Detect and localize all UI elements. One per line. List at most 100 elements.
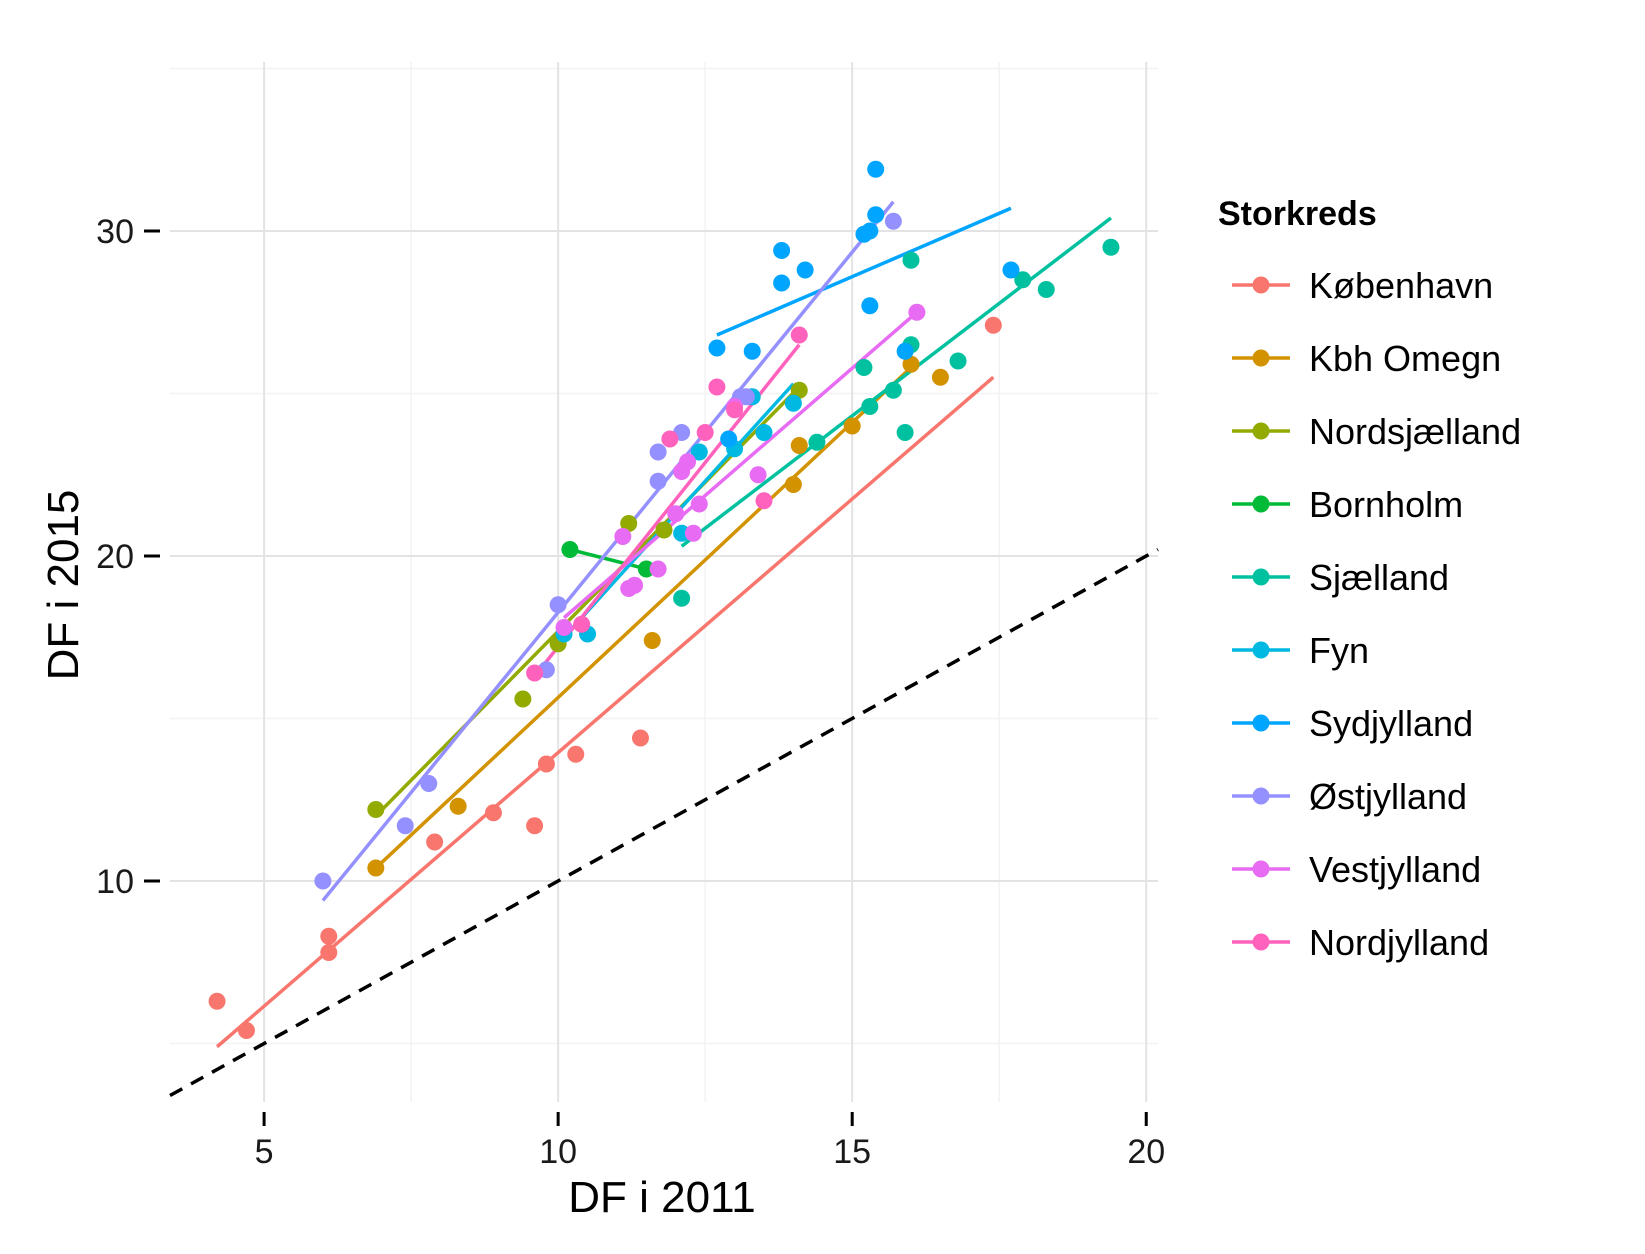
data-point: [902, 355, 920, 373]
data-point: [567, 745, 585, 763]
data-point: [620, 515, 638, 532]
data-point: [549, 596, 567, 614]
data-point: [537, 755, 555, 773]
legend-key-point: [1252, 787, 1270, 805]
legend-key-point: [1252, 714, 1270, 732]
data-point: [790, 381, 808, 399]
data-point: [843, 417, 861, 435]
data-point: [896, 342, 914, 360]
fit-line: [374, 385, 801, 818]
x-axis-title: DF i 2011: [568, 1173, 756, 1222]
legend-key-point: [1252, 422, 1270, 440]
data-point: [673, 524, 691, 542]
legend-key-point: [1252, 860, 1270, 878]
data-point: [790, 326, 808, 344]
data-point: [1037, 281, 1055, 298]
x-tick-label: 5: [255, 1133, 274, 1171]
y-tick-label: 20: [96, 538, 134, 576]
legend-key-point: [1252, 641, 1270, 659]
data-point: [861, 297, 879, 315]
legend-title: Storkreds: [1218, 195, 1377, 233]
legend-label: Østjylland: [1309, 776, 1467, 817]
data-point: [690, 495, 708, 513]
y-tick-label: 30: [96, 213, 134, 251]
data-point: [561, 541, 579, 558]
data-point: [755, 424, 773, 441]
legend-label: Nordjylland: [1309, 922, 1489, 963]
data-point: [320, 944, 338, 961]
data-point: [908, 303, 926, 321]
data-point: [526, 817, 544, 835]
legend-label: Kbh Omegn: [1309, 338, 1501, 379]
data-point: [573, 615, 591, 633]
fit-lines: [215, 200, 1113, 1049]
data-point: [867, 160, 885, 178]
data-point: [637, 560, 655, 578]
data-point: [696, 424, 714, 441]
data-point: [949, 352, 967, 370]
data-point: [790, 437, 808, 454]
data-point: [737, 388, 755, 406]
data-point: [1102, 238, 1120, 256]
data-point: [861, 398, 879, 415]
data-point: [855, 359, 873, 376]
data-point: [726, 401, 744, 419]
x-tick-label: 15: [833, 1133, 871, 1171]
data-point: [796, 261, 814, 279]
x-tick-label: 10: [539, 1133, 577, 1171]
data-point: [661, 430, 679, 448]
data-point: [784, 394, 802, 412]
y-axis-title: DF i 2015: [39, 490, 88, 681]
data-point: [649, 443, 667, 461]
data-point: [614, 528, 632, 545]
data-point: [773, 242, 791, 259]
data-point: [649, 472, 667, 490]
data-point: [1014, 271, 1032, 289]
data-point: [667, 505, 685, 523]
x-tick-label: 20: [1127, 1133, 1165, 1171]
fit-line: [374, 366, 913, 870]
legend-key-point: [1252, 349, 1270, 367]
fit-line: [321, 200, 895, 902]
legend-key-point: [1252, 495, 1270, 513]
data-point: [643, 632, 661, 649]
y-tick-label: 10: [96, 863, 134, 901]
identity-line: [169, 547, 1159, 1098]
data-point: [514, 690, 532, 708]
data-point: [884, 381, 902, 399]
data-point: [867, 206, 885, 224]
reference-line: [169, 547, 1159, 1098]
data-point: [314, 872, 332, 890]
data-point: [420, 775, 438, 792]
grid: [170, 62, 1158, 1102]
legend-label: Bornholm: [1309, 484, 1463, 525]
data-point: [773, 274, 791, 292]
legend-key-point: [1252, 276, 1270, 294]
data-point: [484, 804, 502, 822]
fit-line: [215, 375, 995, 1049]
data-point: [631, 729, 649, 747]
data-point: [708, 378, 726, 396]
fit-line: [569, 547, 647, 571]
data-point: [861, 222, 879, 240]
data-point: [784, 476, 802, 493]
data-point: [896, 424, 914, 441]
legend-key-point: [1252, 933, 1270, 951]
data-point: [320, 927, 338, 945]
data-point: [526, 664, 544, 682]
data-point: [673, 589, 691, 607]
legend: Storkreds København Kbh Omegn Nordsjælland…: [1218, 195, 1521, 963]
data-point: [237, 1022, 255, 1039]
data-point: [426, 833, 444, 851]
data-point: [208, 992, 226, 1010]
data-point: [1002, 261, 1020, 279]
data-point: [684, 524, 702, 542]
legend-key-point: [1252, 568, 1270, 586]
data-point: [449, 797, 467, 815]
data-point: [743, 342, 761, 360]
fit-line: [680, 216, 1113, 548]
data-point: [626, 576, 644, 594]
data-point: [902, 251, 920, 269]
data-point: [367, 801, 385, 818]
